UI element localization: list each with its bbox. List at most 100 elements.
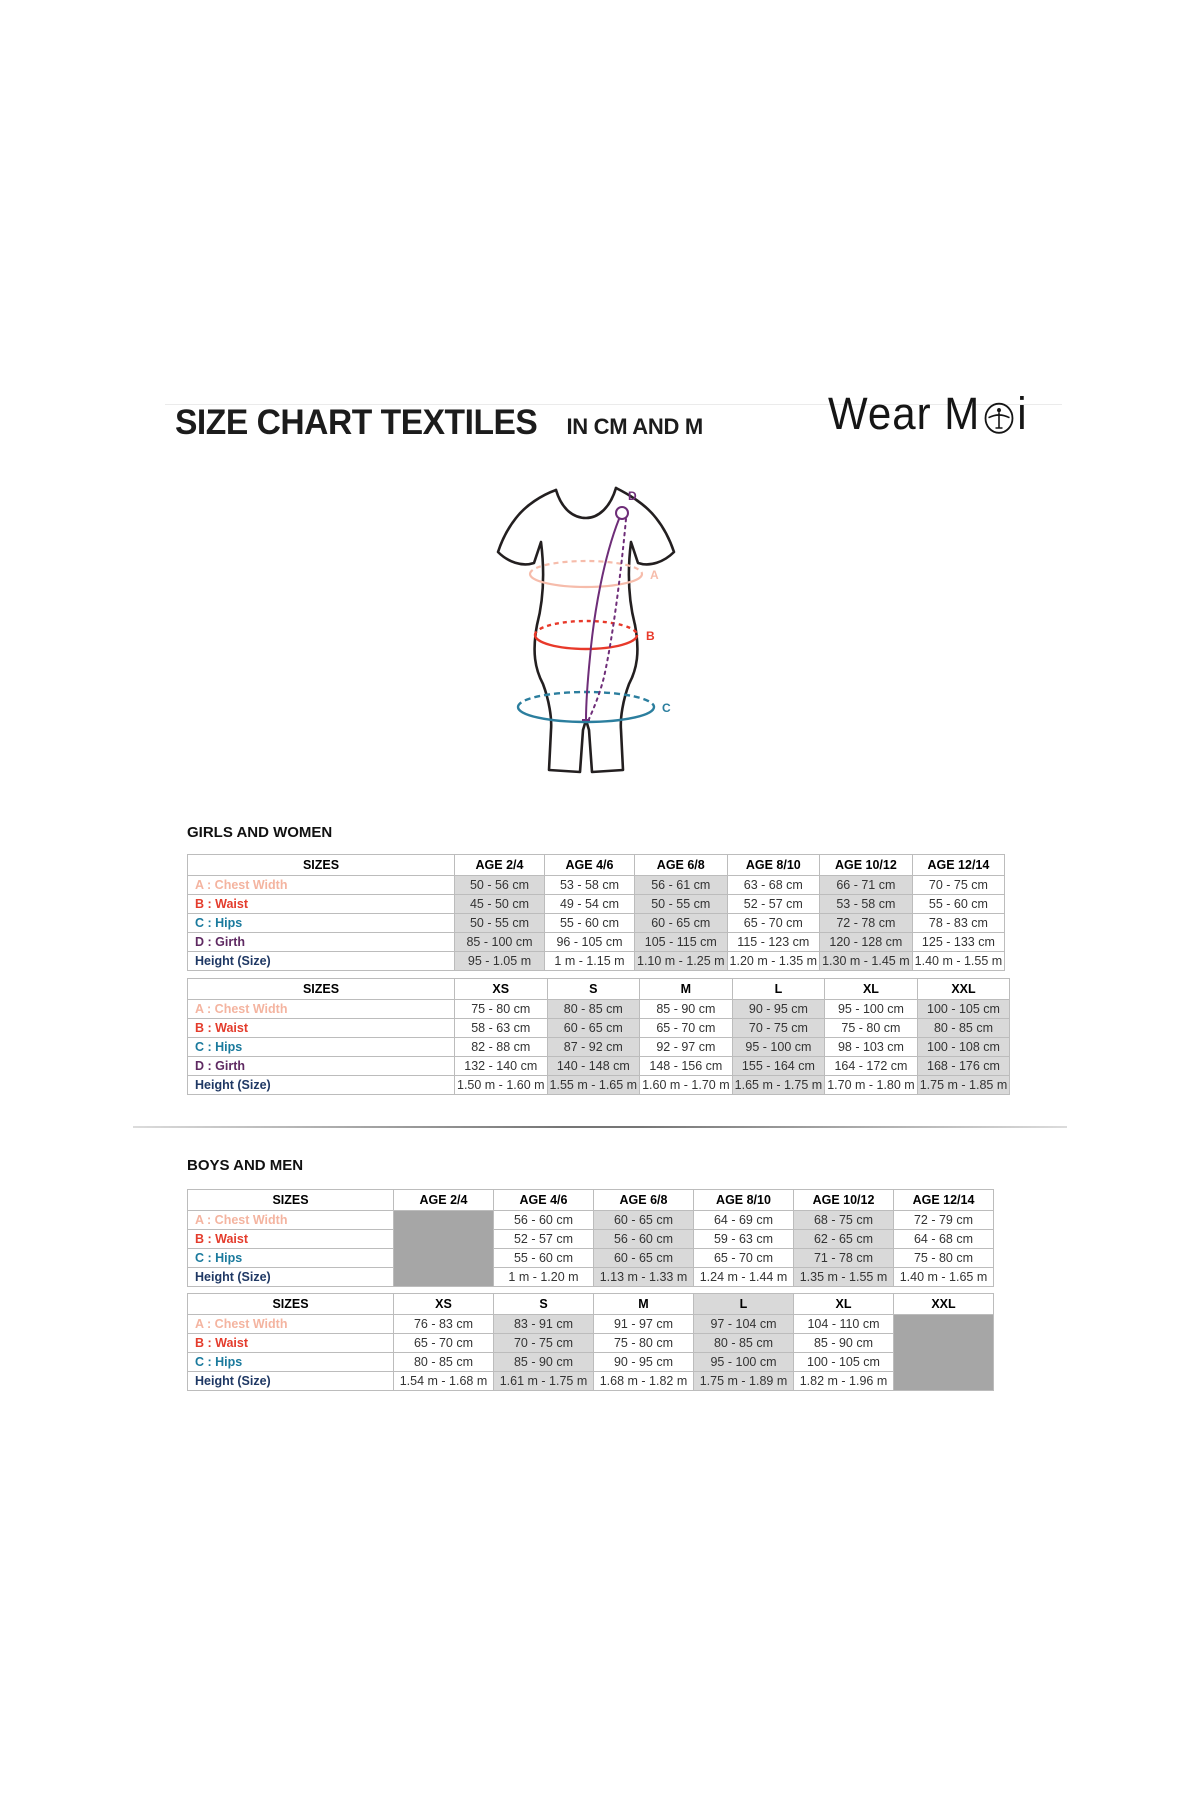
size-value-cell: 50 - 55 cm xyxy=(454,913,545,933)
row-label: B : Waist xyxy=(187,1229,394,1249)
row-label: A : Chest Width xyxy=(187,1314,394,1334)
page-subtitle: IN CM AND M xyxy=(566,414,703,439)
girth-label-d: D xyxy=(628,489,637,503)
girls-women-age-table: SIZES AGE 2/4 AGE 4/6 AGE 6/8 AGE 8/10 AGE 10… xyxy=(187,854,1006,971)
blocked-cell xyxy=(893,1314,994,1391)
size-value-cell: 66 - 71 cm xyxy=(819,875,913,895)
size-column-header: AGE 10/12 xyxy=(819,854,913,876)
size-value-cell: 115 - 123 cm xyxy=(726,932,821,952)
size-value-cell: 58 - 63 cm xyxy=(454,1018,548,1038)
size-value-cell: 82 - 88 cm xyxy=(454,1037,548,1057)
size-value-cell: 1.82 m - 1.96 m xyxy=(793,1371,894,1391)
brand-logo: Wear M i xyxy=(828,388,1028,440)
row-label: B : Waist xyxy=(187,1018,455,1038)
size-value-cell: 148 - 156 cm xyxy=(639,1056,733,1076)
hips-line-c xyxy=(516,690,656,724)
size-value-cell: 1.60 m - 1.70 m xyxy=(639,1075,733,1095)
size-value-cell: 90 - 95 cm xyxy=(593,1352,694,1372)
brand-text-prefix: Wear M xyxy=(828,388,981,439)
row-label: B : Waist xyxy=(187,1333,394,1353)
size-value-cell: 72 - 78 cm xyxy=(819,913,913,933)
size-value-cell: 70 - 75 cm xyxy=(731,1018,826,1038)
boys-men-letter-size-table: SIZES XS S M L XL XXL A : Chest Width 76 - 83 cm… xyxy=(187,1293,994,1391)
size-column-header: AGE 8/10 xyxy=(693,1189,794,1211)
size-value-cell: 1 m - 1.20 m xyxy=(493,1267,594,1287)
size-value-cell: 1.24 m - 1.44 m xyxy=(693,1267,794,1287)
size-value-cell: 75 - 80 cm xyxy=(893,1248,994,1268)
size-value-cell: 78 - 83 cm xyxy=(911,913,1006,933)
size-column-header: AGE 8/10 xyxy=(726,854,821,876)
size-value-cell: 71 - 78 cm xyxy=(793,1248,894,1268)
size-value-cell: 1.13 m - 1.33 m xyxy=(593,1267,694,1287)
size-value-cell: 45 - 50 cm xyxy=(454,894,545,914)
size-value-cell: 60 - 65 cm xyxy=(593,1210,694,1230)
size-value-cell: 72 - 79 cm xyxy=(893,1210,994,1230)
sizes-column-header: SIZES xyxy=(187,1189,394,1211)
size-value-cell: 68 - 75 cm xyxy=(793,1210,894,1230)
size-value-cell: 65 - 70 cm xyxy=(726,913,821,933)
size-value-cell: 1 m - 1.15 m xyxy=(544,951,635,971)
sizes-column-header: SIZES xyxy=(187,978,455,1000)
size-value-cell: 1.30 m - 1.45 m xyxy=(819,951,913,971)
row-label: Height (Size) xyxy=(187,1075,455,1095)
waist-label-b: B xyxy=(646,629,655,643)
size-value-cell: 65 - 70 cm xyxy=(393,1333,494,1353)
size-value-cell: 80 - 85 cm xyxy=(916,1018,1011,1038)
size-value-cell: 75 - 80 cm xyxy=(593,1333,694,1353)
row-label: Height (Size) xyxy=(187,1267,394,1287)
size-value-cell: 85 - 90 cm xyxy=(639,999,733,1019)
size-value-cell: 65 - 70 cm xyxy=(639,1018,733,1038)
size-column-header: AGE 4/6 xyxy=(493,1189,594,1211)
size-value-cell: 64 - 68 cm xyxy=(893,1229,994,1249)
measurement-diagram: A B C D xyxy=(452,462,726,796)
size-value-cell: 60 - 65 cm xyxy=(634,913,728,933)
size-value-cell: 1.20 m - 1.35 m xyxy=(726,951,821,971)
size-value-cell: 164 - 172 cm xyxy=(824,1056,918,1076)
size-value-cell: 95 - 100 cm xyxy=(693,1352,794,1372)
size-value-cell: 52 - 57 cm xyxy=(726,894,821,914)
size-column-header: XL xyxy=(824,978,918,1000)
size-column-header: AGE 10/12 xyxy=(793,1189,894,1211)
size-column-header: S xyxy=(546,978,641,1000)
size-column-header: S xyxy=(493,1293,594,1315)
size-value-cell: 83 - 91 cm xyxy=(493,1314,594,1334)
row-label: B : Waist xyxy=(187,894,455,914)
size-value-cell: 49 - 54 cm xyxy=(544,894,635,914)
size-column-header: XXL xyxy=(893,1293,994,1315)
size-value-cell: 85 - 90 cm xyxy=(793,1333,894,1353)
row-label: D : Girth xyxy=(187,1056,455,1076)
size-value-cell: 96 - 105 cm xyxy=(544,932,635,952)
size-value-cell: 100 - 105 cm xyxy=(793,1352,894,1372)
section-divider xyxy=(133,1126,1067,1128)
row-label: A : Chest Width xyxy=(187,875,455,895)
size-value-cell: 1.75 m - 1.85 m xyxy=(916,1075,1011,1095)
row-label: D : Girth xyxy=(187,932,455,952)
size-value-cell: 56 - 61 cm xyxy=(634,875,728,895)
size-value-cell: 120 - 128 cm xyxy=(819,932,913,952)
chest-label-a: A xyxy=(650,568,659,582)
size-value-cell: 1.40 m - 1.65 m xyxy=(893,1267,994,1287)
size-value-cell: 53 - 58 cm xyxy=(819,894,913,914)
brand-text-suffix: i xyxy=(1017,388,1028,439)
size-value-cell: 100 - 105 cm xyxy=(916,999,1011,1019)
size-value-cell: 105 - 115 cm xyxy=(634,932,728,952)
waist-line-b xyxy=(533,619,639,651)
size-column-header: L xyxy=(693,1293,794,1315)
size-value-cell: 95 - 100 cm xyxy=(824,999,918,1019)
size-column-header: XS xyxy=(454,978,548,1000)
section-heading-girls-women: GIRLS AND WOMEN xyxy=(187,824,333,841)
size-value-cell: 1.75 m - 1.89 m xyxy=(693,1371,794,1391)
size-value-cell: 64 - 69 cm xyxy=(693,1210,794,1230)
size-column-header: AGE 4/6 xyxy=(544,854,635,876)
title-block: SIZE CHART TEXTILES IN CM AND M xyxy=(175,403,703,443)
body-figure: A B C D xyxy=(496,486,676,774)
size-value-cell: 98 - 103 cm xyxy=(824,1037,918,1057)
size-value-cell: 95 - 100 cm xyxy=(731,1037,826,1057)
girth-line-d xyxy=(582,506,629,721)
section-heading-boys-men: BOYS AND MEN xyxy=(187,1157,304,1174)
size-value-cell: 168 - 176 cm xyxy=(916,1056,1011,1076)
size-value-cell: 55 - 60 cm xyxy=(544,913,635,933)
size-value-cell: 1.35 m - 1.55 m xyxy=(793,1267,894,1287)
page-title: SIZE CHART TEXTILES xyxy=(175,403,538,442)
